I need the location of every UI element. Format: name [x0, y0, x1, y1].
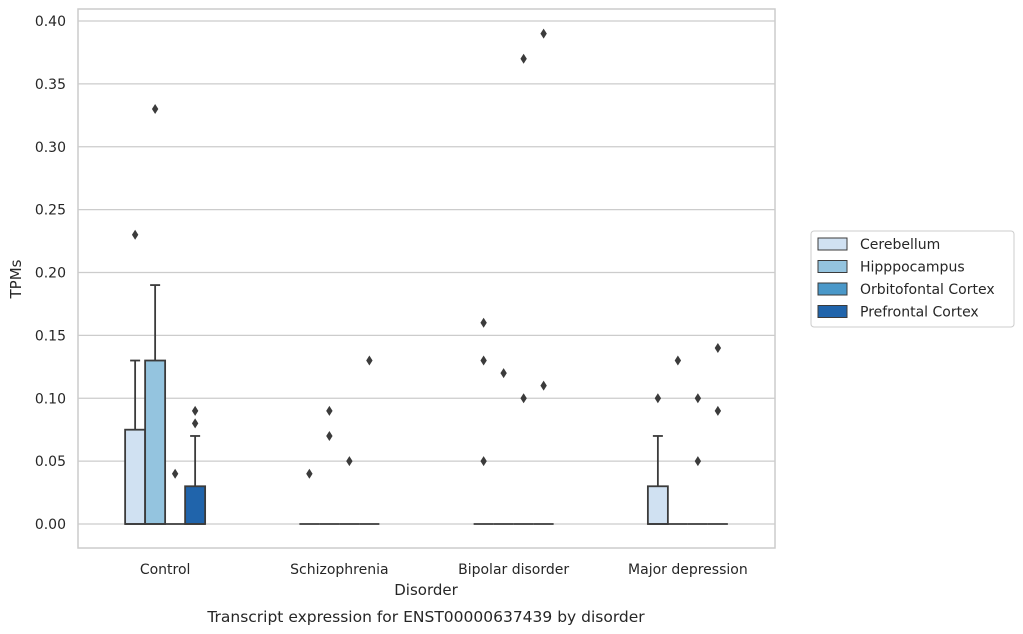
legend-swatch: [817, 237, 848, 251]
legend-label: Cerebellum: [860, 237, 940, 253]
chart-caption: Transcript expression for ENST0000063743…: [206, 608, 645, 626]
x-tick-label: Major depression: [628, 562, 748, 578]
y-tick-label: 0.40: [35, 14, 66, 30]
outlier-point: [520, 393, 527, 404]
outlier-point: [326, 430, 333, 441]
outlier-point: [540, 28, 547, 39]
plot-area: [77, 8, 776, 549]
box-body: [124, 428, 147, 525]
outlier-point: [714, 342, 722, 353]
outlier-point: [674, 355, 682, 366]
outlier-point: [694, 393, 702, 404]
box-body: [646, 485, 669, 525]
x-axis-label: Disorder: [394, 581, 458, 599]
y-axis-label: TPMs: [7, 259, 25, 299]
box-body: [144, 359, 167, 525]
box: [299, 468, 320, 525]
box: [707, 342, 728, 525]
legend: Cerebellum Hipppocampus Orbitofontal Corte…: [810, 230, 1015, 328]
outlier-point: [520, 53, 527, 64]
box: [687, 393, 708, 525]
outlier-point: [714, 405, 722, 416]
box: [144, 104, 167, 525]
x-tick-label: Schizophrenia: [290, 562, 388, 578]
box: [473, 317, 494, 525]
outlier-point: [480, 456, 487, 467]
outlier-point: [366, 355, 373, 366]
box: [339, 456, 360, 525]
legend-label: Orbitofontal Cortex: [860, 282, 995, 298]
legend-swatch: [817, 282, 848, 296]
outlier-point: [171, 468, 179, 479]
outlier-point: [131, 229, 139, 240]
series-hipppocampus: [144, 104, 688, 525]
box: [184, 405, 207, 525]
x-axis-ticks: Control Schizophrenia Bipolar disorder Majo…: [140, 562, 748, 578]
outlier-point: [191, 418, 199, 429]
x-tick-label: Control: [140, 562, 191, 578]
outlier-point: [694, 456, 702, 467]
outlier-point: [540, 380, 547, 391]
box: [319, 405, 340, 525]
y-tick-label: 0.35: [35, 77, 66, 93]
outlier-point: [480, 355, 487, 366]
outlier-point: [654, 393, 662, 404]
outlier-point: [151, 104, 159, 115]
outlier-point: [191, 405, 199, 416]
outlier-point: [480, 317, 487, 328]
series-cerebellum: [124, 229, 669, 525]
legend-swatch: [817, 305, 848, 318]
box: [533, 28, 554, 525]
series-prefrontal-cortex: [184, 28, 728, 525]
legend-swatch: [817, 260, 848, 273]
box: [646, 393, 669, 525]
legend-frame: [810, 230, 1015, 328]
outlier-point: [306, 468, 313, 479]
y-tick-label: 0.30: [35, 140, 66, 156]
box: [513, 53, 534, 525]
box: [165, 468, 186, 525]
box-body: [184, 485, 207, 525]
outlier-point: [346, 456, 353, 467]
y-axis-ticks: 0.00 0.05 0.10 0.15 0.20 0.25 0.30 0.35 0.40: [35, 14, 66, 533]
legend-label: Prefrontal Cortex: [860, 305, 979, 321]
series-orbitofontal-cortex: [165, 53, 708, 525]
y-tick-label: 0.15: [35, 328, 66, 344]
outlier-point: [500, 368, 507, 379]
y-tick-label: 0.10: [35, 391, 66, 407]
x-tick-label: Bipolar disorder: [458, 562, 569, 578]
legend-label: Hipppocampus: [860, 260, 965, 276]
outlier-point: [326, 405, 333, 416]
box: [493, 368, 514, 525]
box: [359, 355, 380, 525]
box-series: [124, 28, 728, 525]
gridlines: [78, 20, 775, 525]
y-tick-label: 0.00: [35, 517, 66, 533]
y-tick-label: 0.20: [35, 266, 66, 282]
y-tick-label: 0.25: [35, 203, 66, 219]
y-tick-label: 0.05: [35, 454, 66, 470]
box: [667, 355, 688, 525]
